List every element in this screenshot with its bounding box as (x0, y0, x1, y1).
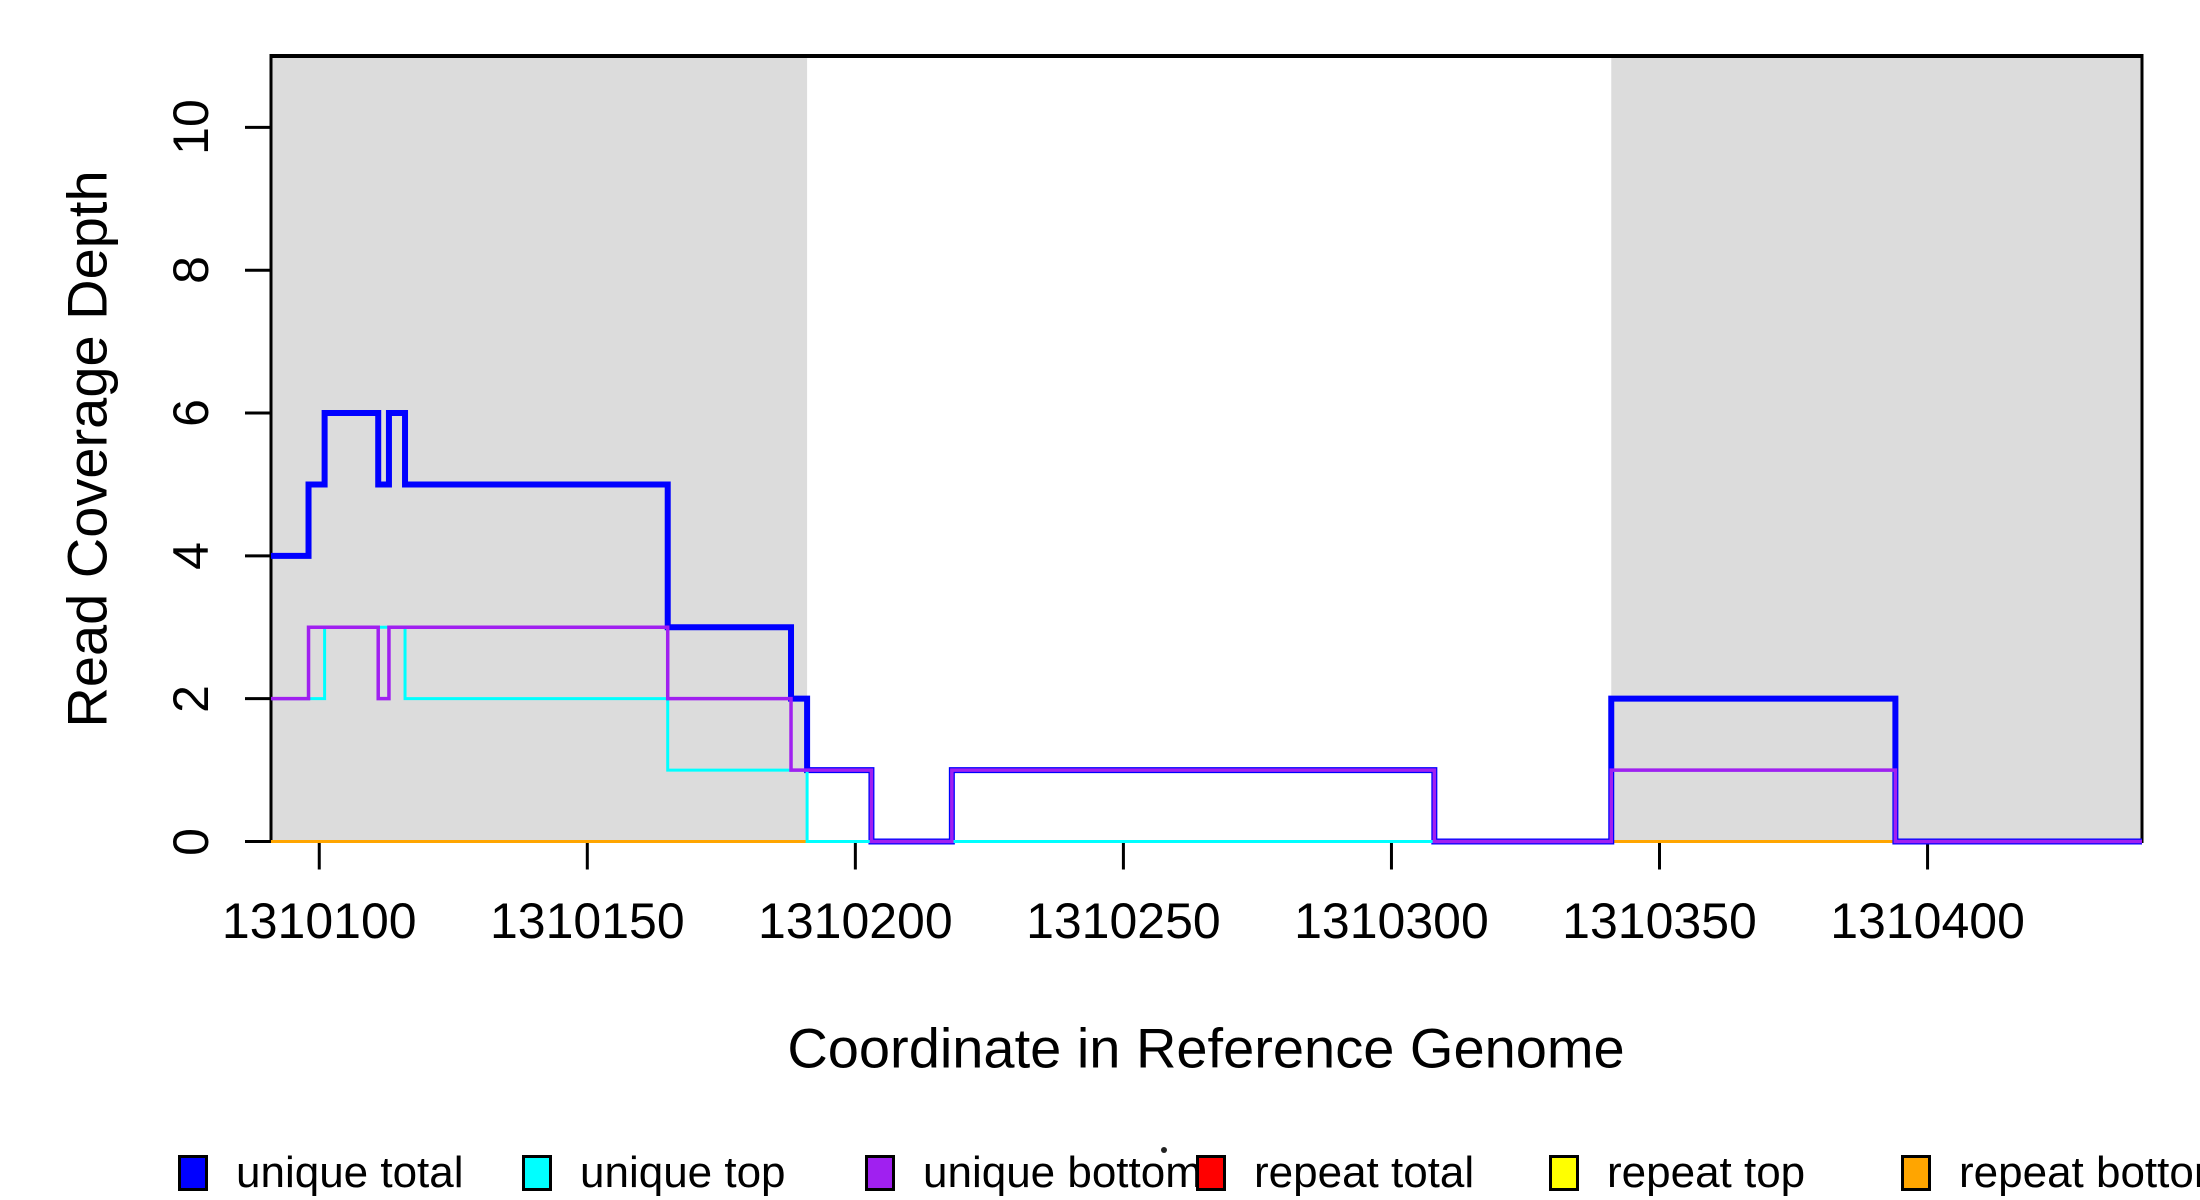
x-tick-label: 1310250 (1026, 893, 1221, 949)
stray-mark (1161, 1147, 1167, 1153)
legend-item-unique-bottom: unique bottom (865, 1150, 1202, 1196)
x-tick-label: 1310100 (221, 893, 417, 949)
repeat-top-swatch-icon (1549, 1155, 1579, 1191)
unique-top-swatch-icon (522, 1155, 552, 1191)
y-tick-label: 10 (163, 99, 219, 156)
series-unique-bottom (271, 625, 2142, 844)
y-tick-label: 4 (163, 541, 219, 570)
repeat-region-highlight (1611, 56, 2142, 842)
y-tick-label: 8 (163, 256, 219, 285)
x-tick-label: 1310400 (1830, 893, 2025, 949)
x-tick-label: 1310300 (1294, 893, 1489, 949)
y-axis-title: Read Coverage Depth (55, 170, 119, 728)
x-tick-label: 1310150 (489, 893, 685, 949)
unique-total-swatch-icon (178, 1155, 208, 1191)
legend-label: repeat top (1607, 1148, 1806, 1197)
legend-item-repeat-top: repeat top (1549, 1150, 1805, 1196)
x-tick-label: 1310350 (1562, 893, 1757, 949)
legend-item-repeat-total: repeat total (1196, 1150, 1474, 1196)
unique-bottom-swatch-icon (865, 1155, 895, 1191)
x-tick-label: 1310200 (758, 893, 953, 949)
x-axis-title: Coordinate in Reference Genome (787, 1016, 1625, 1080)
y-tick-label: 6 (163, 399, 219, 427)
legend-item-unique-total: unique total (178, 1150, 464, 1196)
y-tick-label: 2 (163, 684, 219, 713)
legend-item-repeat-bottom: repeat bottom (1901, 1150, 2200, 1196)
y-tick-label: 0 (163, 827, 219, 856)
legend-item-unique-top: unique top (522, 1150, 786, 1196)
legend-label: unique total (236, 1148, 464, 1197)
legend-label: repeat bottom (1959, 1148, 2200, 1197)
legend-label: unique bottom (923, 1148, 1202, 1197)
repeat-bottom-swatch-icon (1901, 1155, 1931, 1191)
legend-label: unique top (580, 1148, 786, 1197)
repeat-region-highlight (271, 56, 808, 842)
legend-label: repeat total (1254, 1148, 1475, 1197)
repeat-total-swatch-icon (1196, 1155, 1226, 1191)
